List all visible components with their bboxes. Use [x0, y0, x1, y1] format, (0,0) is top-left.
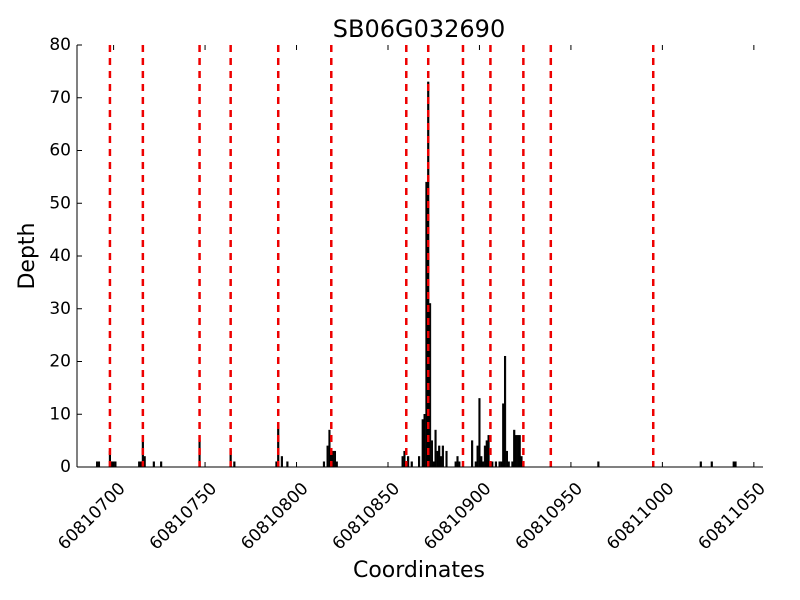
depth-bar: [483, 445, 487, 468]
depth-bar: [439, 456, 443, 468]
depth-bar: [280, 456, 283, 468]
depth-bar: [277, 424, 280, 468]
y-axis-label: Depth: [15, 222, 40, 289]
y-tick-label: 40: [49, 246, 71, 266]
y-tick-label: 20: [49, 352, 71, 372]
depth-bar: [480, 456, 483, 468]
depth-bar: [434, 429, 437, 468]
depth-bar: [160, 461, 163, 468]
depth-bar: [498, 461, 501, 468]
depth-bar: [423, 414, 426, 468]
depth-bar: [430, 440, 433, 468]
depth-bar: [233, 461, 236, 468]
depth-bar: [333, 450, 337, 468]
depth-bar: [734, 461, 737, 468]
depth-bar: [436, 450, 439, 468]
depth-bar: [516, 435, 519, 468]
depth-bar: [428, 303, 432, 468]
y-tick-label: 50: [49, 193, 71, 213]
depth-bar: [503, 355, 507, 468]
depth-bar: [438, 445, 441, 468]
depth-bar: [275, 461, 278, 468]
depth-bar: [401, 456, 404, 468]
depth-bar: [114, 461, 117, 468]
depth-bar: [476, 445, 479, 468]
depth-bar: [511, 461, 514, 468]
marker-lines-layer: [108, 45, 655, 467]
y-tick-label: 0: [60, 457, 71, 477]
depth-bar: [520, 456, 523, 468]
depth-bar: [441, 445, 444, 468]
depth-bar: [502, 403, 505, 468]
depth-bar: [326, 445, 329, 468]
depth-bar: [432, 461, 435, 468]
depth-bar: [445, 450, 448, 468]
depth-bar: [518, 435, 521, 468]
depth-bar: [482, 461, 485, 468]
depth-bar: [491, 461, 494, 468]
depth-bar: [471, 440, 474, 468]
depth-bar: [710, 461, 713, 468]
depth-bar: [410, 461, 413, 468]
y-tick-label: 70: [49, 88, 71, 108]
depth-bar: [494, 461, 497, 468]
depth-bar: [328, 429, 331, 468]
depth-bar: [286, 461, 289, 468]
y-ticks: 0 10 20 30 40 50 60 70 80: [49, 35, 82, 477]
chart-title: SB06G032690: [333, 15, 505, 43]
depth-bar: [97, 461, 101, 468]
depth-bar: [407, 456, 410, 468]
depth-bar: [456, 456, 459, 468]
depth-bar: [138, 461, 141, 468]
depth-bar: [418, 456, 421, 468]
depth-bar: [699, 461, 702, 468]
depth-bar: [454, 461, 457, 468]
y-tick-label: 60: [49, 141, 71, 161]
depth-bar: [421, 419, 424, 468]
x-axis-label: Coordinates: [353, 558, 485, 583]
depth-bar: [458, 461, 461, 468]
depth-bar: [335, 461, 338, 468]
depth-bar: [514, 435, 518, 468]
depth-bar: [322, 461, 326, 468]
depth-bar: [96, 461, 99, 468]
depth-bar: [507, 461, 510, 468]
y-tick-label: 30: [49, 299, 71, 319]
y-tick-label: 10: [49, 404, 71, 424]
depth-bar: [474, 461, 477, 468]
depth-bar: [478, 398, 481, 468]
depth-bar: [505, 450, 508, 468]
depth-bar: [732, 461, 735, 468]
depth-bar: [597, 461, 600, 468]
depth-bar: [152, 461, 155, 468]
depth-bar: [500, 461, 503, 468]
depth-bar: [139, 461, 143, 468]
y-tick-label: 80: [49, 35, 71, 55]
depth-bar: [485, 440, 488, 468]
depth-bar: [513, 429, 516, 468]
